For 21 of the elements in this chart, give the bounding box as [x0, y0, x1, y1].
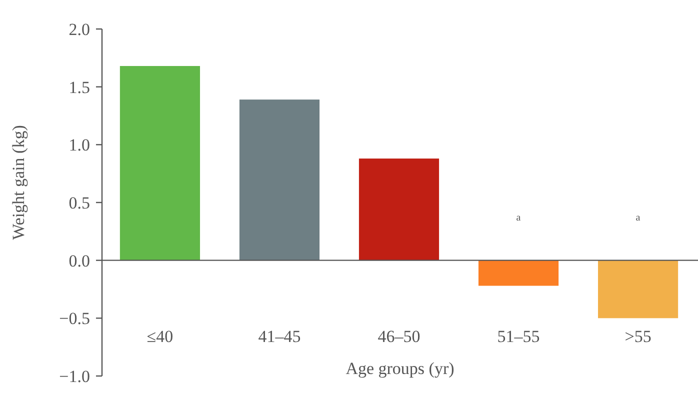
- bar: [120, 66, 200, 260]
- bar: [358, 158, 440, 260]
- annotation: a: [636, 212, 641, 224]
- y-tick-label: 1.5: [68, 78, 90, 97]
- bar: [598, 260, 678, 318]
- x-tick-label: >55: [624, 327, 652, 346]
- y-tick-label: 0.0: [68, 251, 90, 270]
- x-tick-label: 41–45: [258, 327, 301, 346]
- y-tick-label: 2.0: [68, 20, 90, 39]
- x-tick-label: 51–55: [497, 327, 540, 346]
- y-tick-label: 0.5: [68, 193, 90, 212]
- y-tick-label: −1.0: [59, 366, 90, 386]
- y-axis-title: Weight gain (kg): [9, 125, 28, 240]
- annotation: a: [516, 212, 522, 224]
- x-tick-label: ≤40: [146, 327, 174, 346]
- y-tick-label: 1.0: [68, 136, 90, 155]
- bar: [478, 260, 559, 286]
- y-tick-label: −0.5: [59, 309, 90, 328]
- x-tick-label: 46–50: [378, 327, 420, 346]
- bar: [239, 100, 320, 260]
- x-axis-title: Age groups (yr): [346, 359, 454, 378]
